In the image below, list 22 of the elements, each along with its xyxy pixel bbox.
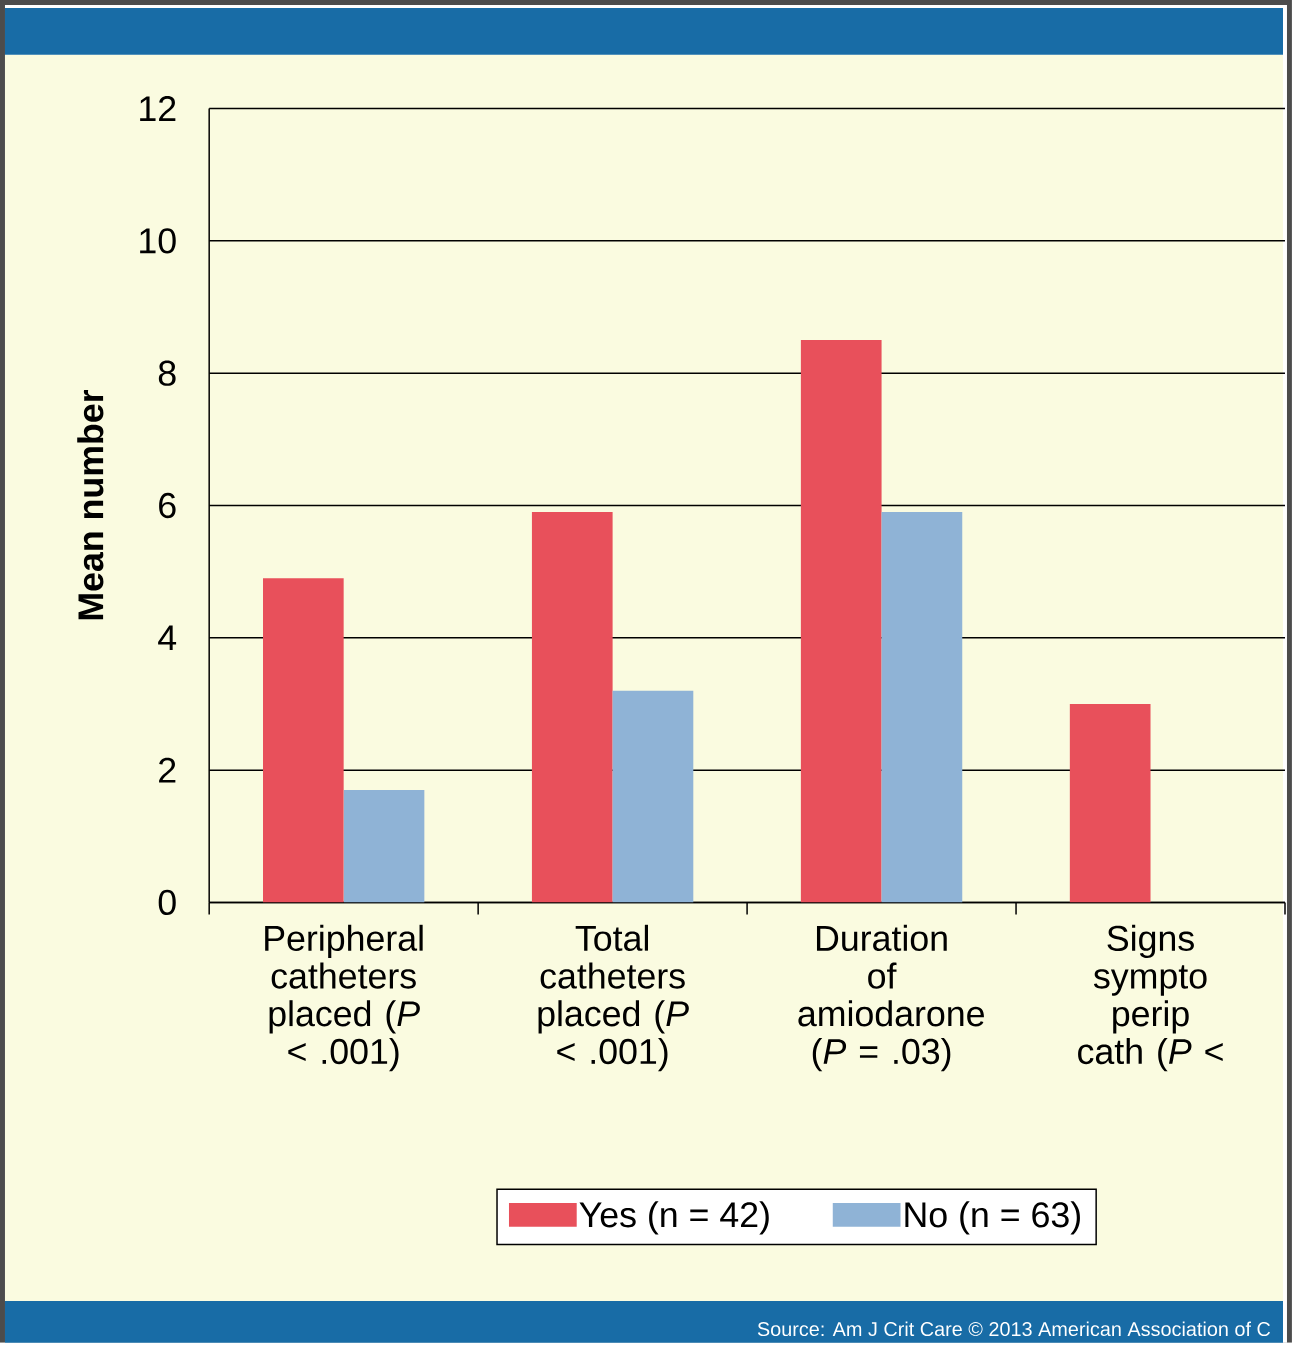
y-tick-label: 8 <box>158 360 176 386</box>
y-tick-label: 12 <box>140 96 176 122</box>
y-axis-title: Mean number <box>77 389 104 620</box>
bar <box>262 578 344 903</box>
x-tick-label: Total catheters placed (P < .001) <box>538 924 689 1072</box>
source-note: Source: Am J Crit Care © 2013 American Association of C <box>757 1321 1271 1337</box>
y-tick-label: 6 <box>159 492 176 519</box>
bar <box>612 690 694 903</box>
x-tick-label: Peripheral catheters placed (P < .001) <box>265 924 423 1072</box>
y-tick-label: 0 <box>158 889 176 916</box>
x-tick-label: Signs sympto perip cath (P < <box>1078 924 1223 1072</box>
bar <box>1069 703 1151 903</box>
y-tick-label: 2 <box>159 757 176 783</box>
bar <box>343 789 425 903</box>
y-tick-label: 10 <box>140 228 176 254</box>
legend-label: Yes (n = 42) <box>579 1201 769 1235</box>
bar <box>881 512 963 903</box>
bar <box>800 340 882 903</box>
bar <box>531 512 613 903</box>
x-tick-label: Duration of amiodarone (P = .03) <box>798 924 984 1072</box>
legend-label: No (n = 63) <box>905 1201 1080 1235</box>
y-tick-label: 4 <box>158 625 177 651</box>
